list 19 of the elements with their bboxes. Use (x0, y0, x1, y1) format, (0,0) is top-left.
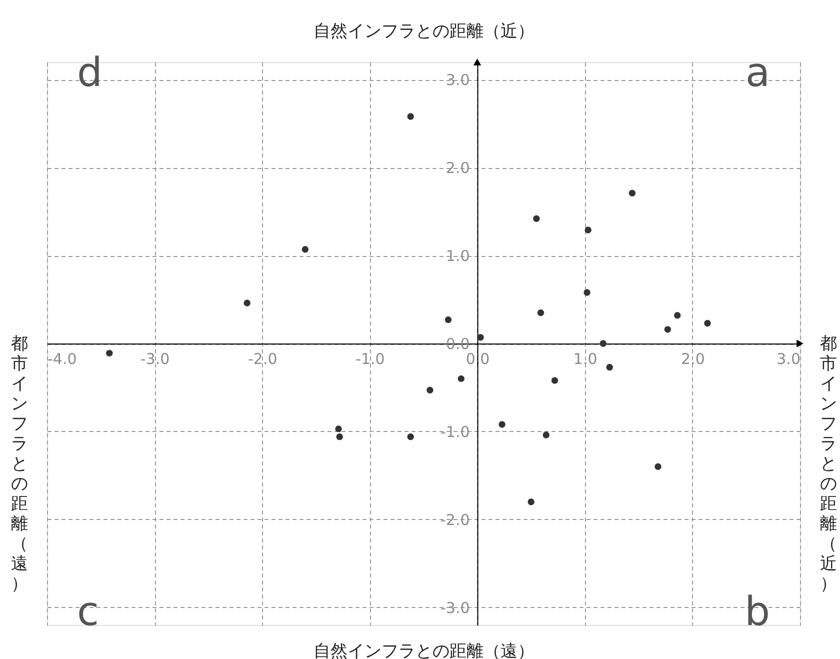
y-tick-label: 2.0 (446, 159, 470, 178)
x-tick-label: -2.0 (248, 350, 278, 368)
x-tick-label: 2.0 (681, 350, 705, 368)
y-tick-label: -2.0 (440, 510, 470, 529)
x-tick-label: -1.0 (356, 350, 385, 368)
annotation: b (744, 589, 770, 635)
text: 都市インフラとの距離（遠） (11, 334, 28, 594)
text: 都市インフラとの距離（近） (820, 334, 837, 594)
x2-axis-title: 自然インフラとの距離（近） (314, 22, 534, 42)
x-tick-label: -4.0 (48, 350, 77, 368)
y-tick-label: -3.0 (440, 598, 470, 617)
y-tick-label: 1.0 (446, 247, 470, 266)
y-tick-label: 3.0 (446, 71, 470, 90)
annotation: c (77, 589, 99, 635)
x-tick-label: 1.0 (573, 350, 598, 368)
y-tick-label: -1.0 (440, 422, 470, 441)
x-tick-label: -3.0 (140, 350, 170, 368)
annotation: d (77, 50, 102, 96)
x-tick-label: 3.0 (776, 350, 800, 368)
